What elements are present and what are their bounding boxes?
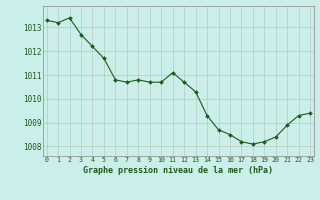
- X-axis label: Graphe pression niveau de la mer (hPa): Graphe pression niveau de la mer (hPa): [84, 166, 273, 175]
